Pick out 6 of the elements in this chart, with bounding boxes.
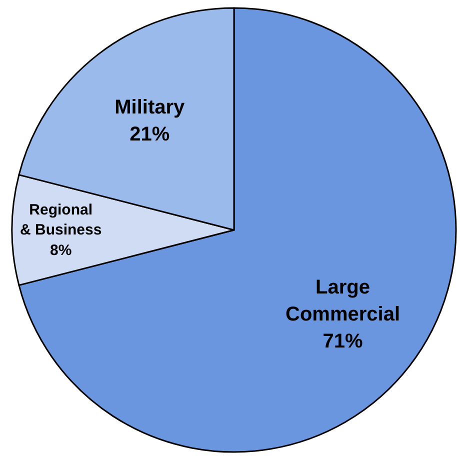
slice-label: Large Commercial <box>286 276 400 326</box>
data-label: 71% <box>322 330 363 352</box>
slice-label: Regional & Business <box>20 201 102 238</box>
data-label: 8% <box>50 242 72 259</box>
slice-label: Military <box>114 96 186 119</box>
data-label: 21% <box>130 124 170 146</box>
